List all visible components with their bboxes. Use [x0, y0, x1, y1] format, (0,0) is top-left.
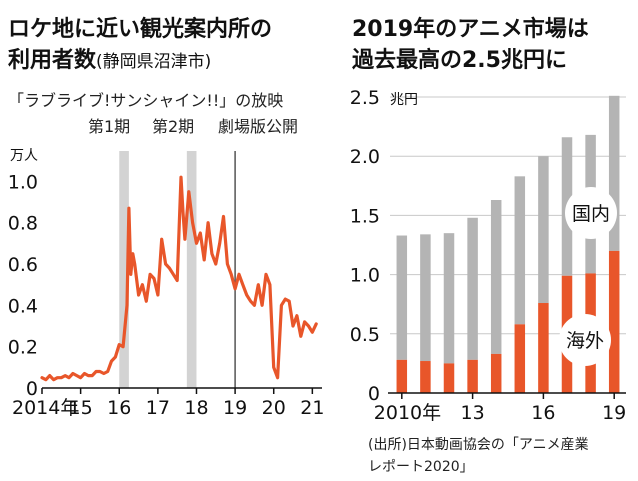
label-overseas: 海外	[566, 330, 604, 352]
left-subtitle: 「ラブライブ!サンシャイン!!」の放映	[8, 91, 283, 110]
left-title-line2-main: 利用者数	[8, 47, 97, 73]
shaded-period-2	[186, 151, 197, 388]
bar-overseas-2014	[490, 353, 502, 393]
bar-domestic-2010	[396, 235, 408, 360]
right-ytick-label-0: 0	[368, 383, 380, 405]
left-xtick-label-4: 18	[184, 397, 208, 419]
right-unit-label: 兆円	[390, 92, 418, 108]
right-ytick-label-5: 2.5	[350, 87, 380, 109]
right-ytick-label-3: 1.5	[350, 205, 380, 227]
event-label-season2: 第2期	[152, 117, 194, 136]
bar-overseas-2010	[396, 359, 408, 393]
bar-domestic-2014	[490, 200, 502, 354]
right-ytick-label-1: 0.5	[350, 324, 380, 346]
left-ytick-label-2: 0.4	[8, 295, 38, 317]
label-bubble-domestic	[565, 187, 617, 239]
left-ytick-label-4: 0.8	[8, 213, 38, 235]
right-xtick-label-6: 16	[531, 402, 555, 424]
source-line2: レポート2020」	[368, 459, 474, 475]
bar-overseas-2019	[608, 250, 620, 393]
bar-domestic-2019	[608, 95, 620, 251]
right-xtick-label-9: 19	[602, 402, 626, 424]
left-xtick-label-6: 20	[262, 397, 286, 419]
left-xtick-label-1: 15	[69, 397, 93, 419]
left-xtick-label-5: 19	[223, 397, 247, 419]
left-title-line2-sub: (静岡県沼津市)	[96, 52, 211, 72]
visitor-line	[40, 175, 318, 382]
left-unit-label: 万人	[10, 148, 38, 164]
event-label-season1: 第1期	[88, 117, 130, 136]
label-domestic: 国内	[572, 203, 610, 225]
bar-domestic-2012	[443, 233, 455, 364]
bar-domestic-2016	[538, 156, 549, 304]
right-ytick-label-2: 1.0	[350, 265, 380, 287]
event-label-movie: 劇場版公開	[218, 117, 298, 136]
left-ytick-label-1: 0.2	[8, 337, 38, 359]
left-ytick-label-3: 0.6	[8, 254, 38, 276]
left-xtick-label-2: 16	[107, 397, 131, 419]
left-xtick-label-7: 21	[300, 397, 324, 419]
left-xtick-label-0: 2014年	[12, 397, 79, 419]
label-bubble-overseas	[559, 314, 611, 366]
left-ytick-label-0: 0	[26, 378, 38, 400]
right-title-line1: 2019年のアニメ市場は	[352, 16, 589, 42]
right-xtick-label-0: 2010年	[374, 402, 441, 424]
bar-overseas-2012	[443, 363, 455, 393]
right-title-line2: 過去最高の2.5兆円に	[352, 47, 567, 73]
bar-overseas-2016	[538, 303, 549, 393]
right-xtick-label-3: 13	[461, 402, 485, 424]
left-title-line2: 利用者数(静岡県沼津市)	[8, 47, 211, 73]
bar-overseas-2015	[514, 324, 526, 393]
bar-overseas-2013	[467, 359, 478, 393]
bar-domestic-2011	[420, 234, 431, 362]
left-title-line1: ロケ地に近い観光案内所の	[8, 16, 272, 42]
source-line1: (出所)日本動画協会の「アニメ産業	[368, 437, 589, 453]
bar-overseas-2011	[420, 361, 431, 393]
left-ytick-label-5: 1.0	[8, 171, 38, 193]
left-xtick-label-3: 17	[146, 397, 170, 419]
bar-domestic-2015	[514, 176, 526, 325]
right-ytick-label-4: 2.0	[350, 146, 380, 168]
shaded-period-1	[119, 151, 129, 388]
bar-domestic-2013	[467, 217, 478, 360]
